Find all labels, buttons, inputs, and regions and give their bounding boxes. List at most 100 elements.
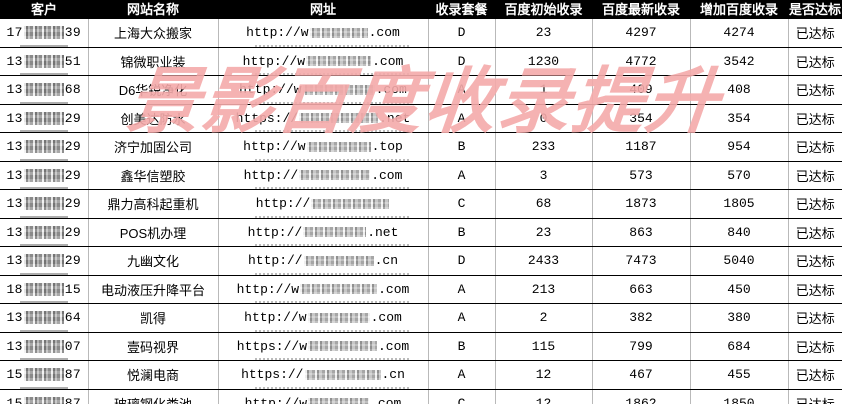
customer-redacted-digits xyxy=(23,396,64,404)
column-header-url[interactable]: 网址 xyxy=(218,0,428,19)
cell-url[interactable]: https://w .com xyxy=(218,332,429,361)
cell-site-name[interactable]: 上海大众搬家 xyxy=(88,19,219,48)
url-redaction-bar xyxy=(254,73,410,75)
customer-prefix: 18 xyxy=(6,281,23,297)
cell-site-name[interactable]: 悦澜电商 xyxy=(88,360,219,390)
cell-url[interactable]: http://w .top xyxy=(218,132,429,162)
cell-site-name[interactable]: 玻璃钢化粪池 xyxy=(88,389,219,404)
cell-site-name[interactable]: 鑫华信塑胶 xyxy=(88,161,219,190)
cell-baidu-latest: 382 xyxy=(592,303,691,333)
customer-suffix: 15 xyxy=(64,281,81,297)
column-header-customer[interactable]: 客户 xyxy=(0,0,88,19)
customer-prefix: 17 xyxy=(6,25,23,41)
table-row[interactable]: 15 87 悦澜电商 https://.cn A 12 467 455 已达标 xyxy=(0,360,842,390)
table-row[interactable]: 13 29 九幽文化 http:// .cn D 2433 7473 5040 已达标 xyxy=(0,246,842,276)
cell-baidu-latest: 4297 xyxy=(592,19,691,48)
cell-status-badge: 已达标 xyxy=(788,360,842,390)
cell-site-name[interactable]: 九幽文化 xyxy=(88,246,219,276)
url-redaction-bar xyxy=(254,215,410,218)
cell-baidu-initial: 233 xyxy=(495,132,593,162)
cell-site-name[interactable]: D6华锐净化 xyxy=(88,75,219,105)
customer-redacted-digits xyxy=(23,168,64,182)
cell-site-name[interactable]: 鼎力高科起重机 xyxy=(88,189,219,219)
cell-baidu-initial: 115 xyxy=(495,332,593,361)
url-redaction-bar xyxy=(254,187,410,189)
cell-package-plan: A xyxy=(428,275,496,304)
table-body: 17 39 上海大众搬家 http://w .com D 23 4297 4274 已达标 13 51… xyxy=(0,19,842,404)
cell-status-badge: 已达标 xyxy=(788,275,842,304)
customer-suffix: 68 xyxy=(64,82,81,98)
cell-baidu-initial: 2 xyxy=(495,303,593,333)
cell-url[interactable]: http:// .net xyxy=(218,218,429,247)
cell-status-badge: 已达标 xyxy=(788,75,842,105)
customer-redaction-bar xyxy=(20,301,68,303)
url-scheme: http://w xyxy=(244,310,307,326)
customer-redacted-digits xyxy=(23,83,64,97)
cell-site-name[interactable]: 凯得 xyxy=(88,303,219,333)
url-scheme: http:// xyxy=(255,196,311,212)
cell-url[interactable]: http://w .com xyxy=(218,389,429,404)
table-row[interactable]: 17 39 上海大众搬家 http://w .com D 23 4297 4274 已达标 xyxy=(0,19,842,48)
cell-baidu-increase: 450 xyxy=(690,275,789,304)
column-header-baidu-increase[interactable]: 增加百度收录 xyxy=(690,0,788,19)
table-row[interactable]: 13 29 创美达防水 https://.net A 0 354 354 已达标 xyxy=(0,104,842,133)
cell-site-name[interactable]: 电动液压升降平台 xyxy=(88,275,219,304)
table-row[interactable]: 13 64 凯得 http://w .com A 2 382 380 已达标 xyxy=(0,303,842,333)
table-row[interactable]: 13 29 济宁加固公司 http://w .top B 233 1187 954 已达标 xyxy=(0,132,842,162)
table-row[interactable]: 13 29 POS机办理 http:// .net B 23 863 840 已达标 xyxy=(0,218,842,247)
cell-site-name[interactable]: 济宁加固公司 xyxy=(88,132,219,162)
cell-package-plan: D xyxy=(428,246,496,276)
customer-redacted-digits xyxy=(23,197,64,211)
url-scheme: http:// xyxy=(247,224,303,240)
cell-url[interactable]: http:// xyxy=(218,189,429,219)
customer-prefix: 15 xyxy=(6,395,23,404)
url-tld: .com xyxy=(370,310,402,326)
url-redacted-host xyxy=(299,170,371,181)
column-header-status[interactable]: 是否达标 xyxy=(788,0,842,19)
column-header-baidu-latest[interactable]: 百度最新收录 xyxy=(592,0,690,19)
cell-site-name[interactable]: POS机办理 xyxy=(88,218,219,247)
cell-url[interactable]: http:// .com xyxy=(218,161,429,190)
cell-site-name[interactable]: 创美达防水 xyxy=(88,104,219,133)
url-scheme: http:// xyxy=(243,167,299,183)
cell-url[interactable]: http:// .cn xyxy=(218,246,429,276)
cell-customer: 13 29 xyxy=(0,104,89,133)
cell-url[interactable]: http://w .com xyxy=(218,303,429,333)
url-redacted-host xyxy=(306,56,372,67)
column-header-baidu-initial[interactable]: 百度初始收录 xyxy=(495,0,592,19)
url-redaction-bar xyxy=(254,44,410,46)
cell-url[interactable]: http://w .com xyxy=(218,19,429,48)
url-redaction-bar xyxy=(254,386,410,389)
table-row[interactable]: 1587玻璃钢化粪池http://w.comC1218621850已达标 xyxy=(0,389,842,404)
customer-redaction-bar xyxy=(20,44,68,46)
cell-site-name[interactable]: 壹码视界 xyxy=(88,332,219,361)
column-header-plan[interactable]: 收录套餐 xyxy=(428,0,495,19)
cell-status-badge: 已达标 xyxy=(788,161,842,190)
customer-redaction-bar xyxy=(20,272,68,275)
column-header-site-name[interactable]: 网站名称 xyxy=(88,0,218,19)
cell-url[interactable]: http://w .com xyxy=(218,275,429,304)
table-row[interactable]: 13 51 锦微职业装 http://w .com D 1230 4772 3542 已达标 xyxy=(0,47,842,76)
url-tld: .com xyxy=(375,82,407,98)
url-redacted-host xyxy=(303,255,374,266)
table-row[interactable]: 13 68 D6华锐净化 http://w .com A 1 409 408 已达标 xyxy=(0,75,842,105)
cell-url[interactable]: https:// .cn xyxy=(218,360,429,390)
cell-url[interactable]: https:// .net xyxy=(218,104,429,133)
cell-package-plan: C xyxy=(428,189,496,219)
table-row[interactable]: 13 29 鑫华信塑胶 http:// .com A 3 573 570 已达标 xyxy=(0,161,842,190)
customer-redacted-digits xyxy=(23,111,64,125)
cell-baidu-increase: 455 xyxy=(690,360,789,390)
cell-url[interactable]: http://w .com xyxy=(218,75,429,105)
cell-baidu-initial: 2433 xyxy=(495,246,593,276)
cell-url[interactable]: http://w .com xyxy=(218,47,429,76)
cell-site-name[interactable]: 锦微职业装 xyxy=(88,47,219,76)
cell-baidu-latest: 1187 xyxy=(592,132,691,162)
customer-redacted-digits xyxy=(23,225,64,239)
table-row[interactable]: 13 07 壹码视界 https://w .com B 115 799 684 已达标 xyxy=(0,332,842,361)
table-row[interactable]: 13 29 鼎力高科起重机 http:// C 68 1873 1805 已达标 xyxy=(0,189,842,219)
cell-baidu-initial: 23 xyxy=(495,19,593,48)
customer-prefix: 13 xyxy=(6,53,23,69)
table-row[interactable]: 18 15 电动液压升降平台 http://w .com A 213 663 450 已达标 xyxy=(0,275,842,304)
